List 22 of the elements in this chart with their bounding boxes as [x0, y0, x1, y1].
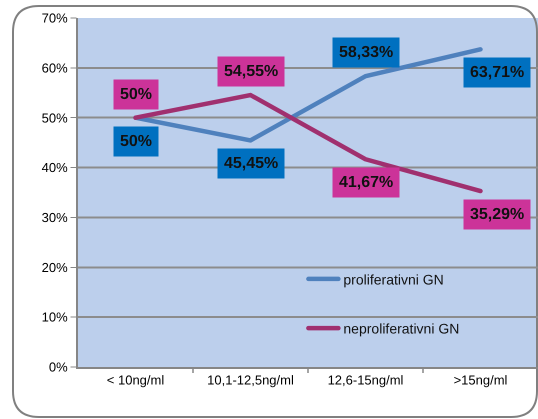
- legend-label: neproliferativni GN: [343, 320, 460, 337]
- y-tick-label: 40%: [42, 160, 68, 176]
- y-tick-label: 0%: [48, 360, 68, 375]
- y-tick-label: 70%: [42, 10, 68, 26]
- y-tick-label: 20%: [42, 260, 68, 275]
- data-label: 35,29%: [470, 206, 524, 223]
- x-tick-label: 10,1-12,5ng/ml: [207, 372, 294, 388]
- data-label: 50%: [120, 86, 152, 103]
- data-label: 50%: [120, 133, 152, 150]
- y-tick-label: 60%: [42, 60, 68, 76]
- data-label: 63,71%: [470, 64, 524, 81]
- data-label: 45,45%: [224, 155, 278, 172]
- data-label: 58,33%: [339, 44, 394, 61]
- y-tick-label: 50%: [42, 110, 68, 126]
- y-tick-label: 10%: [42, 310, 68, 325]
- y-tick-label: 30%: [42, 210, 68, 225]
- x-tick-label: < 10ng/ml: [106, 372, 164, 388]
- data-label: 54,55%: [224, 63, 278, 80]
- legend-label: proliferativni GN: [343, 271, 444, 288]
- x-tick-label: >15ng/ml: [454, 372, 508, 388]
- x-tick-label: 12,6-15ng/ml: [328, 372, 404, 388]
- data-label: 41,67%: [339, 174, 394, 191]
